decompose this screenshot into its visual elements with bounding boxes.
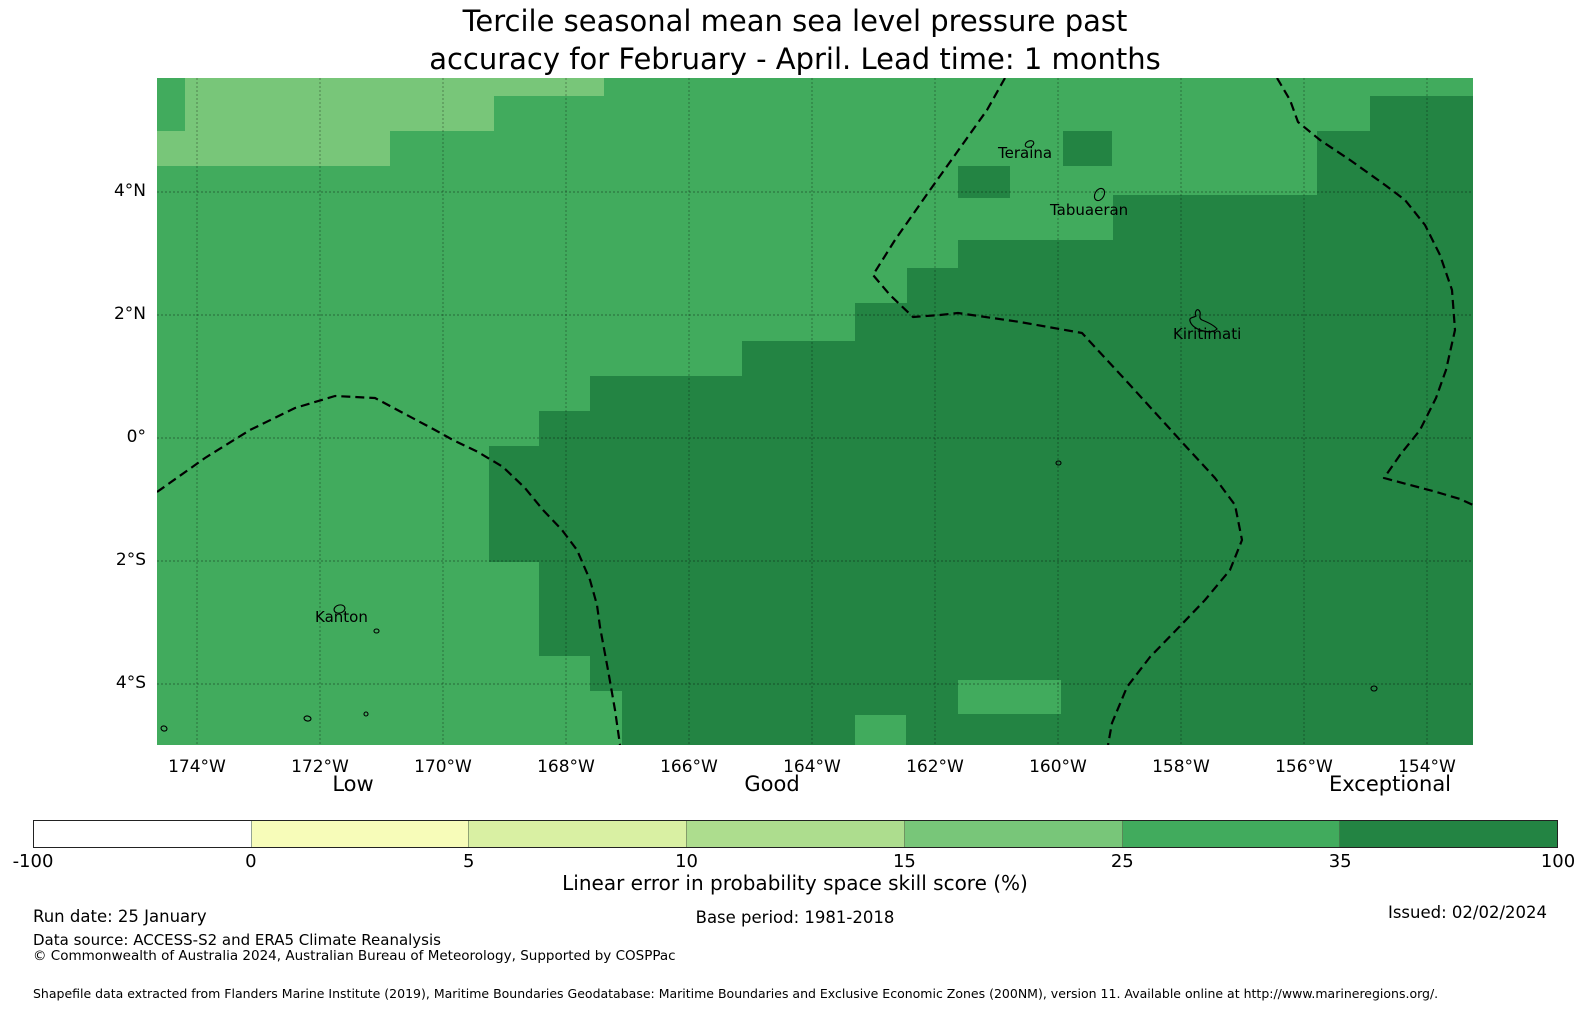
lon-tick-label: 162°W bbox=[906, 757, 964, 777]
colorbar-segment bbox=[34, 821, 252, 847]
teraina-island-icon bbox=[1024, 140, 1035, 148]
lon-tick-label: 168°W bbox=[537, 757, 595, 777]
chart-title: Tercile seasonal mean sea level pressure… bbox=[0, 2, 1590, 78]
skill-cell-15-25 bbox=[157, 131, 390, 166]
lat-tick-label: 4°N bbox=[113, 181, 146, 201]
lon-tick-label: 166°W bbox=[660, 757, 718, 777]
kiritimati-island-icon bbox=[1189, 309, 1218, 333]
lat-tick-label: 2°N bbox=[113, 304, 146, 324]
map-overlay bbox=[157, 78, 1473, 745]
lon-tick-label: 154°W bbox=[1398, 757, 1456, 777]
island-label-kanton: Kanton bbox=[315, 608, 368, 626]
colorbar-segment bbox=[1340, 821, 1558, 847]
base-period-text: Base period: 1981-2018 bbox=[695, 908, 895, 927]
lat-tick-label: 0° bbox=[126, 427, 146, 447]
colorbar-segment bbox=[251, 821, 470, 847]
skill-cell-35-100 bbox=[1113, 195, 1473, 240]
issued-date-text: Issued: 02/02/2024 bbox=[1387, 903, 1547, 922]
colorbar-tick-label: -100 bbox=[12, 851, 54, 872]
island-label-tabuaeran: Tabuaeran bbox=[1050, 201, 1129, 219]
colorbar-tick-label: 25 bbox=[1110, 851, 1134, 872]
lon-tick-label: 164°W bbox=[783, 757, 841, 777]
lat-tick-label: 4°S bbox=[115, 673, 146, 693]
skill-cell-35-100 bbox=[539, 562, 1473, 656]
colorbar-tick-label: 35 bbox=[1328, 851, 1352, 872]
small-island-sw1-icon bbox=[303, 715, 312, 722]
lon-tick-label: 156°W bbox=[1275, 757, 1333, 777]
skill-cell-35-100 bbox=[539, 411, 1473, 446]
map-plot-area: Teraina Tabuaeran Kiritimati Kanton bbox=[157, 78, 1473, 745]
skill-label-exceptional: Exceptional bbox=[1328, 772, 1452, 796]
skill-label-low: Low bbox=[332, 772, 374, 796]
eez-boundary-east bbox=[1276, 78, 1473, 506]
small-island-se1-icon bbox=[1370, 685, 1378, 692]
eez-boundary-central bbox=[871, 78, 1244, 745]
skill-cell-35-100 bbox=[958, 240, 1473, 268]
skill-cell-35-100 bbox=[1063, 131, 1112, 166]
small-island-sw3-icon bbox=[160, 725, 168, 732]
skill-cell-25-35 bbox=[958, 680, 1061, 714]
colorbar-segment bbox=[1122, 821, 1341, 847]
data-source-text: Data source: ACCESS-S2 and ERA5 Climate … bbox=[33, 931, 441, 949]
colorbar-tick-label: 0 bbox=[245, 851, 257, 872]
enderbury-island-icon bbox=[373, 628, 380, 634]
chart-title-line1: Tercile seasonal mean sea level pressure… bbox=[462, 4, 1128, 38]
skill-cell-35-100 bbox=[855, 303, 1473, 341]
skill-cell-15-25 bbox=[185, 78, 604, 96]
jarvis-island-icon bbox=[1055, 460, 1062, 466]
skill-cell-35-100 bbox=[958, 166, 1010, 198]
colorbar-segment bbox=[469, 821, 688, 847]
lon-tick-label: 172°W bbox=[291, 757, 349, 777]
tabuaeran-island-icon bbox=[1093, 187, 1106, 202]
lon-tick-label: 160°W bbox=[1029, 757, 1087, 777]
skill-cell-35-100 bbox=[1317, 131, 1473, 195]
colorbar-tick-label: 15 bbox=[892, 851, 916, 872]
lon-tick-label: 170°W bbox=[414, 757, 472, 777]
skill-cell-15-25 bbox=[185, 96, 494, 131]
colorbar-segment bbox=[687, 821, 905, 847]
shapefile-attribution-text: Shapefile data extracted from Flanders M… bbox=[33, 986, 1439, 1001]
run-date-text: Run date: 25 January bbox=[33, 907, 207, 926]
skill-cell-35-100 bbox=[1370, 96, 1473, 131]
lat-tick-label: 2°S bbox=[115, 550, 146, 570]
skill-cell-25-35 bbox=[855, 715, 906, 745]
colorbar-tick-label: 100 bbox=[1540, 851, 1576, 872]
kanton-island-icon bbox=[333, 604, 346, 614]
island-label-kiritimati: Kiritimati bbox=[1173, 325, 1242, 343]
small-island-sw2-icon bbox=[363, 711, 369, 717]
colorbar-label: Linear error in probability space skill … bbox=[562, 871, 1028, 895]
colorbar-tick-label: 10 bbox=[675, 851, 699, 872]
skill-cell-35-100 bbox=[742, 341, 1473, 376]
lon-tick-label: 174°W bbox=[168, 757, 226, 777]
chart-title-line2: accuracy for February - April. Lead time… bbox=[429, 42, 1161, 76]
skill-label-good: Good bbox=[744, 772, 800, 796]
colorbar-segment bbox=[904, 821, 1123, 847]
colorbar bbox=[33, 820, 1558, 848]
island-label-teraina: Teraina bbox=[998, 144, 1053, 162]
colorbar-tick-label: 5 bbox=[462, 851, 475, 872]
copyright-text: © Commonwealth of Australia 2024, Austra… bbox=[33, 948, 676, 964]
skill-cell-35-100 bbox=[489, 446, 1473, 562]
skill-cell-35-100 bbox=[907, 268, 1473, 303]
lon-tick-label: 158°W bbox=[1152, 757, 1210, 777]
skill-cell-35-100 bbox=[590, 376, 1473, 411]
eez-boundary-west bbox=[157, 394, 622, 745]
